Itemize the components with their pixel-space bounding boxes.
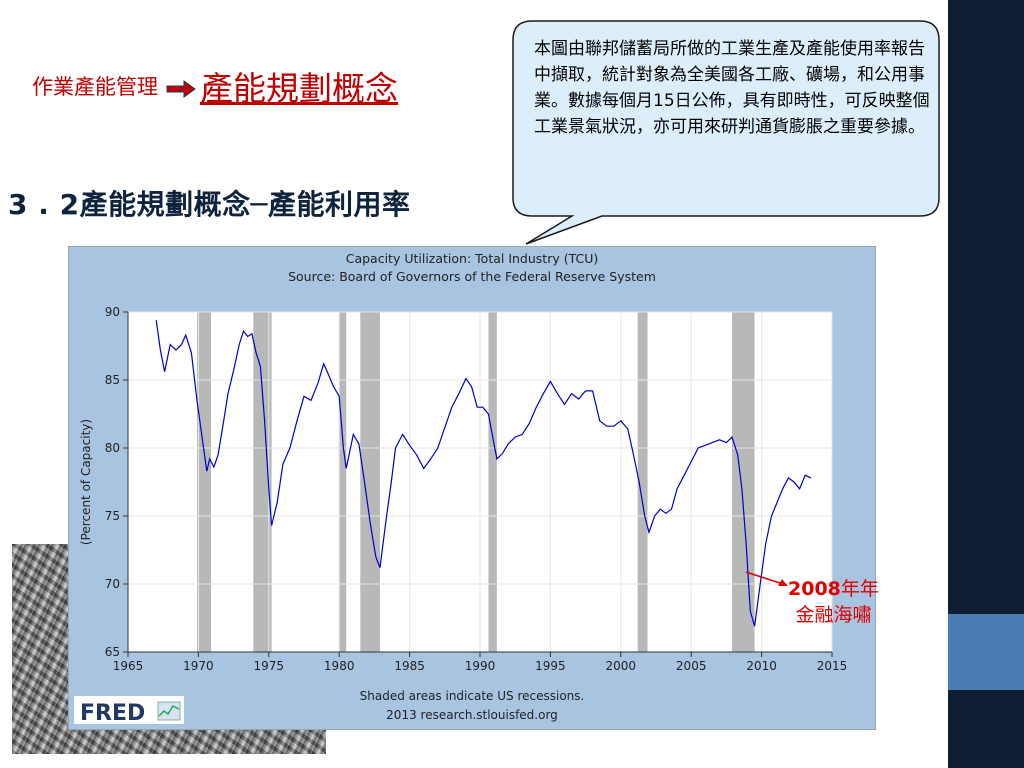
- y-tick-label-75: 75: [105, 509, 120, 523]
- fred-chart-icon: [157, 701, 181, 721]
- x-tick-label-1995: 1995: [535, 659, 566, 673]
- recession-band-4: [360, 312, 381, 652]
- capacity-utilization-chart: Capacity Utilization: Total Industry (TC…: [68, 246, 876, 730]
- nav-title: 作業產能管理 產能規劃概念: [32, 62, 398, 110]
- chart-footer-recessions: Shaded areas indicate US recessions.: [360, 689, 585, 703]
- nav-sub-title: 作業產能管理: [32, 75, 158, 99]
- x-tick-label-2015: 2015: [817, 659, 848, 673]
- annotation-arrow-icon: [745, 571, 788, 586]
- chart-subtitle: Source: Board of Governors of the Federa…: [288, 269, 656, 284]
- recession-band-3: [339, 312, 347, 652]
- y-tick-label-70: 70: [105, 577, 120, 591]
- annotation-line2: 金融海嘯: [795, 604, 872, 626]
- chart-footer-source: 2013 research.stlouisfed.org: [386, 708, 558, 722]
- x-tick-label-1990: 1990: [465, 659, 496, 673]
- series-line-tcu: [155, 320, 812, 627]
- callout-shape: [512, 20, 940, 245]
- callout-text: 本圖由聯邦儲蓄局所做的工業生產及產能使用率報告中擷取，統計對象為全美國各工廠、礦…: [534, 39, 930, 137]
- recession-band-5: [488, 312, 497, 652]
- y-tick-label-65: 65: [105, 645, 120, 659]
- recession-band-6: [637, 312, 648, 652]
- annotation-year: 2008: [788, 578, 841, 600]
- fred-logo-text: FRED: [80, 701, 145, 726]
- x-tick-label-2010: 2010: [746, 659, 777, 673]
- nav-main-title-link[interactable]: 產能規劃概念: [200, 69, 398, 108]
- sidebar-panel: [948, 0, 1024, 768]
- x-tick-label-1985: 1985: [394, 659, 425, 673]
- section-heading: 3 . 2產能規劃概念─產能利用率: [8, 188, 411, 221]
- y-tick-label-80: 80: [105, 441, 120, 455]
- y-tick-label-85: 85: [105, 373, 120, 387]
- recession-band-7: [732, 312, 755, 652]
- x-tick-label-1975: 1975: [254, 659, 285, 673]
- right-arrow-icon: [166, 80, 196, 98]
- x-tick-label-1970: 1970: [183, 659, 214, 673]
- x-tick-label-1965: 1965: [113, 659, 144, 673]
- recession-band-1: [196, 312, 212, 652]
- x-tick-label-2000: 2000: [606, 659, 637, 673]
- annotation-year-suffix: 年年: [840, 578, 879, 600]
- recession-band-2: [253, 312, 272, 652]
- financial-crisis-annotation: 2008年年 金融海嘯: [788, 576, 879, 628]
- sidebar-accent-block: [948, 614, 1024, 690]
- fred-logo: FRED: [74, 696, 184, 726]
- callout-bubble: 本圖由聯邦儲蓄局所做的工業生產及產能使用率報告中擷取，統計對象為全美國各工廠、礦…: [512, 20, 940, 245]
- y-axis-label: (Percent of Capacity): [79, 419, 93, 545]
- y-tick-label-90: 90: [105, 305, 120, 319]
- x-tick-label-2005: 2005: [676, 659, 707, 673]
- x-tick-label-1980: 1980: [324, 659, 355, 673]
- chart-title: Capacity Utilization: Total Industry (TC…: [346, 251, 599, 266]
